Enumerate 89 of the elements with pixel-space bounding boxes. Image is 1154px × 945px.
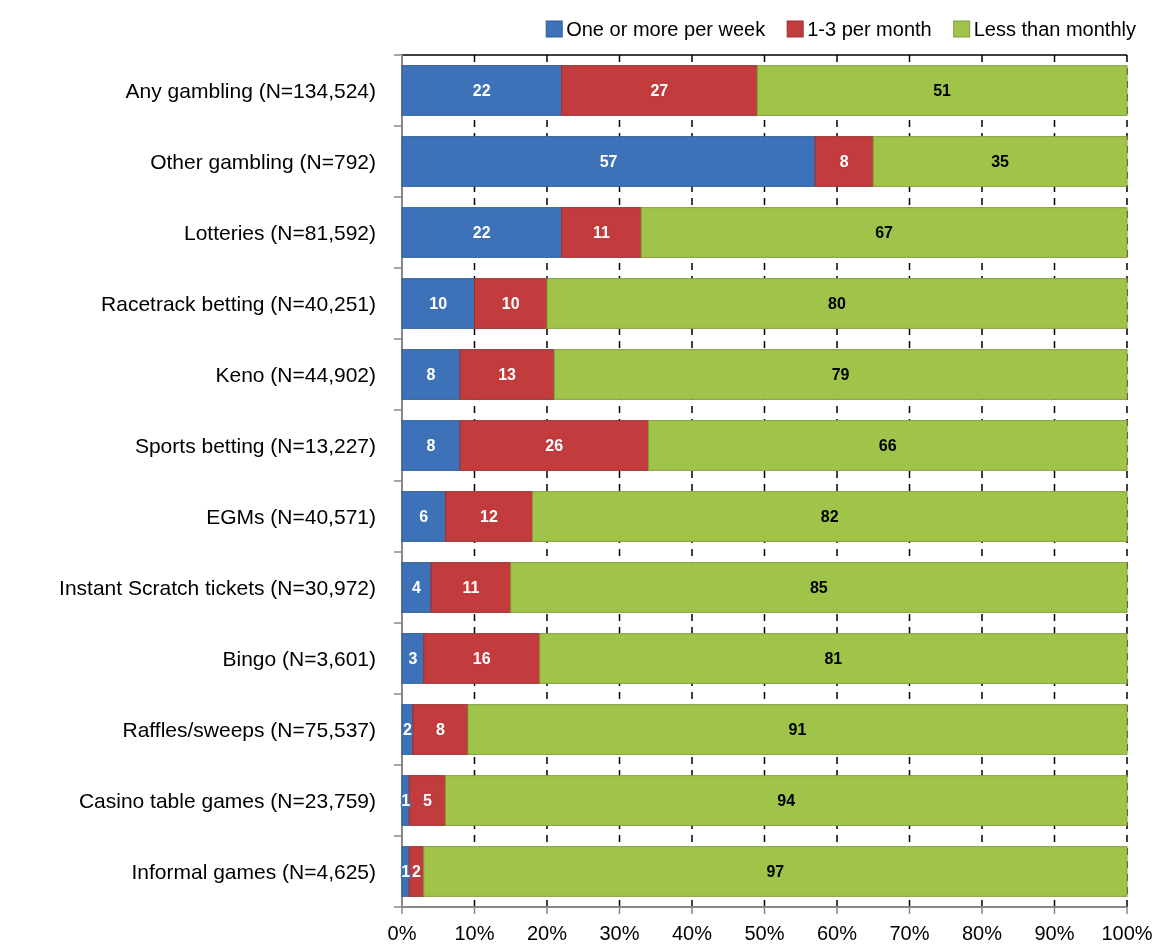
bar — [539, 633, 1128, 684]
bar — [401, 491, 446, 542]
data-label: 2 — [402, 721, 412, 738]
bar — [430, 562, 512, 613]
bar — [401, 207, 562, 258]
x-tick-label: 80% — [961, 922, 1003, 944]
legend-label: 1-3 per month — [807, 18, 932, 40]
data-label: 22 — [472, 82, 491, 99]
data-label: 66 — [878, 437, 897, 454]
data-label: 8 — [435, 721, 445, 738]
bar — [872, 136, 1128, 187]
y-tick-label: Casino table games (N=23,759) — [78, 789, 376, 812]
data-label: 91 — [788, 721, 807, 738]
y-tick-label: Instant Scratch tickets (N=30,972) — [59, 576, 376, 599]
bar — [423, 846, 1128, 897]
y-tick-label: Raffles/sweeps (N=75,537) — [122, 718, 376, 741]
data-label: 11 — [462, 579, 480, 596]
bar — [814, 136, 874, 187]
data-label: 51 — [933, 82, 952, 99]
bar — [546, 278, 1128, 329]
x-tick-label: 50% — [744, 922, 785, 944]
bar — [467, 704, 1128, 755]
x-tick-label: 90% — [1034, 922, 1075, 944]
bar — [401, 349, 461, 400]
data-label: 82 — [820, 508, 839, 525]
data-label: 10 — [429, 295, 448, 312]
x-tick-label: 70% — [889, 922, 930, 944]
bar — [474, 278, 548, 329]
data-label: 67 — [875, 224, 894, 241]
data-label: 3 — [408, 650, 418, 667]
data-label: 11 — [592, 224, 610, 241]
data-label: 80 — [828, 295, 846, 312]
bar — [640, 207, 1128, 258]
data-label: 85 — [809, 579, 828, 596]
x-tick-label: 40% — [671, 922, 713, 944]
bar — [445, 775, 1128, 826]
data-label: 79 — [831, 366, 850, 383]
data-label: 16 — [472, 650, 491, 667]
x-tick-label: 30% — [599, 922, 640, 944]
data-label: 81 — [824, 650, 843, 667]
legend-label: Less than monthly — [973, 18, 1137, 40]
data-label: 35 — [991, 153, 1010, 170]
bar — [553, 349, 1128, 400]
data-label: 97 — [766, 863, 785, 880]
y-tick-label: EGMs (N=40,571) — [206, 505, 376, 528]
y-tick-label: Other gambling (N=792) — [150, 150, 376, 173]
y-tick-label: Sports betting (N=13,227) — [134, 434, 376, 457]
data-label: 4 — [412, 579, 422, 596]
data-label: 13 — [498, 366, 517, 383]
y-tick-label: Any gambling (N=134,524) — [125, 79, 376, 102]
bar — [510, 562, 1128, 613]
data-label: 8 — [839, 153, 849, 170]
bar — [561, 207, 642, 258]
data-label: 2 — [412, 863, 422, 880]
bar — [561, 65, 758, 116]
bar — [412, 704, 469, 755]
y-tick-label: Lotteries (N=81,592) — [183, 221, 376, 244]
bar — [459, 349, 555, 400]
x-tick-label: 0% — [387, 922, 417, 944]
bar — [401, 136, 816, 187]
data-label: 22 — [472, 224, 491, 241]
bar — [401, 65, 562, 116]
data-label: 6 — [419, 508, 429, 525]
bar — [423, 633, 541, 684]
bar — [401, 420, 461, 471]
legend-label: One or more per week — [566, 18, 767, 40]
data-label: 94 — [777, 792, 796, 809]
data-label: 10 — [501, 295, 520, 312]
bar — [401, 278, 475, 329]
y-tick-label: Racetrack betting (N=40,251) — [101, 292, 376, 315]
data-label: 57 — [599, 153, 618, 170]
y-tick-label: Keno (N=44,902) — [215, 363, 376, 386]
x-tick-label: 60% — [816, 922, 858, 944]
y-tick-label: Bingo (N=3,601) — [222, 647, 376, 670]
x-tick-label: 100% — [1101, 922, 1153, 944]
data-label: 8 — [426, 437, 436, 454]
x-tick-label: 20% — [526, 922, 568, 944]
data-label: 8 — [426, 366, 436, 383]
data-label: 12 — [480, 508, 498, 525]
data-label: 5 — [422, 792, 432, 809]
bar — [532, 491, 1128, 542]
bar — [756, 65, 1128, 116]
y-tick-label: Informal games (N=4,625) — [131, 860, 376, 883]
x-tick-label: 10% — [454, 922, 495, 944]
bar — [445, 491, 533, 542]
data-label: 27 — [650, 82, 669, 99]
bar — [459, 420, 649, 471]
data-label: 26 — [545, 437, 564, 454]
bar — [648, 420, 1128, 471]
